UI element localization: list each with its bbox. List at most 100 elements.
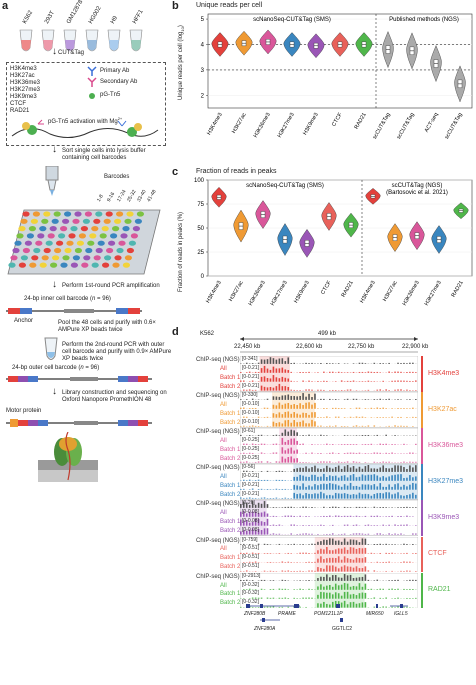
track-range-label: [0-0.32] [242,590,259,597]
plate-well [18,226,26,232]
plate-well [12,247,20,254]
violin-c [365,188,381,205]
violin-b [211,32,229,57]
pcr-plate [7,209,161,275]
ngs-group-label: Published methods (NGS) [389,17,459,23]
chart-c: 0 25 50 75 100 scNanoSeq-CUT&Tag (SMS) scCUT&T… [194,178,473,307]
track-label: Batch 2 [220,455,241,462]
x-tick-label: ACT-seq [424,112,440,134]
track-label: All [220,402,227,408]
mark-item: H3K9me3 [10,94,37,100]
plate-well [43,211,51,217]
plate-well [97,240,105,246]
track-label: Batch 2 [220,564,241,571]
plate-well [80,226,88,232]
x-tick-label: CTCF [320,279,333,295]
mark-color-bar [421,392,423,428]
track-range-label: [0-0.32] [242,581,259,588]
mark-label: RAD21 [428,586,451,594]
track-group-plot [240,464,418,500]
tube-icon [19,29,33,52]
plot-frame [207,13,473,109]
plate-well [32,211,40,217]
mark-color-bar [421,536,423,573]
mark-color-bar [421,500,423,536]
x-tick-label: H3K36me3 [402,280,421,307]
x-tick-label: H3K4me3 [206,112,223,136]
plate-well [89,233,97,239]
track-label: All [220,438,227,445]
violin-c [255,200,271,229]
track-range-label: [0-0.21] [242,364,259,371]
tube-icon [63,29,77,52]
plate-well [110,233,118,239]
plate-well [74,247,82,254]
violin-c [211,186,227,208]
plate-well [74,211,82,217]
track-range-label: [0-26] [242,500,255,507]
sms-group-label: scNanoSeq-CUT&Tag (SMS) [246,183,324,189]
plate-well [62,255,70,261]
sms-group-label: scNanoSeq-CUT&Tag (SMS) [253,17,331,23]
plate-well [114,218,122,224]
track-range-label: [0-0.21] [242,482,259,489]
pool-step-label: Pool the 48 cells and purify with 0.6× A… [58,320,156,333]
x-tick-label: H3K9me3 [302,112,319,136]
cuttag-box [6,62,166,146]
track-group-plot [240,392,418,428]
gene-annotation-track [246,604,408,622]
plate-well [66,240,74,246]
tube-icon [41,29,55,52]
chip-track-label: ChIP-seq (NGS) [196,501,240,508]
chip-track-label: ChIP-seq (NGS) [196,429,240,436]
plate-well [35,240,43,246]
tube-icon [129,29,143,52]
violin-b [454,65,466,103]
mark-label: H3K4me3 [428,369,460,377]
ngs-group-citation: (Bartosovic et al. 2021) [386,190,448,196]
plate-well [82,218,90,224]
plate-well [16,233,24,239]
track-range-label: [0-759] [242,536,258,543]
panel-a-letter: a [2,0,9,12]
violin-b [331,32,349,57]
plate-well [101,226,109,232]
adapter-construct [6,419,152,427]
panel-c-title: Fraction of reads in peaks [196,168,277,175]
plate-well [112,226,120,232]
plate-well [116,247,124,254]
track-range-label: [0-0.21] [242,373,259,380]
library-step-label: Library construction and sequencing on O… [62,390,167,403]
plate-well [45,240,53,246]
plate-well [50,262,58,268]
plate-well [24,240,32,246]
scale-bar [240,337,418,341]
chip-track-label: ChIP-seq (NGS) [196,465,240,472]
plate-well [18,262,26,268]
cuttag-step-label: CUT&Tag [58,50,85,56]
plate-well [81,262,89,268]
chip-track-label: ChIP-seq (NGS) [196,573,240,580]
plate-well [41,218,49,224]
chip-track-label: ChIP-seq (NGS) [196,393,240,400]
plate-well [60,262,68,268]
gene-label: IGLL5 [394,611,408,617]
gene-label: POM121L1P [314,611,343,617]
track-label: All [220,365,227,372]
mark-item: H3K36me3 [10,80,41,86]
plate-well [132,226,140,232]
track-range-label: [0-0.25] [242,454,259,461]
x-tick-label: H3K27ac [228,280,245,303]
track-label: Batch 2 [220,600,241,607]
mark-label: H3K27ac [428,405,457,413]
coord-label: 22,450 kb [234,344,261,350]
sort-step-label: Sort single cells into lysis buffer cont… [62,148,146,161]
violin-b [259,29,277,55]
x-tick-label: scCUT&Tag [396,112,416,140]
track-label: All [220,582,227,589]
plate-well [52,255,60,261]
chip-track-label: ChIP-seq (NGS) [196,357,240,363]
x-tick-label: H3K27ac [231,112,248,135]
violin-c [321,202,337,231]
plate-well [41,255,49,261]
